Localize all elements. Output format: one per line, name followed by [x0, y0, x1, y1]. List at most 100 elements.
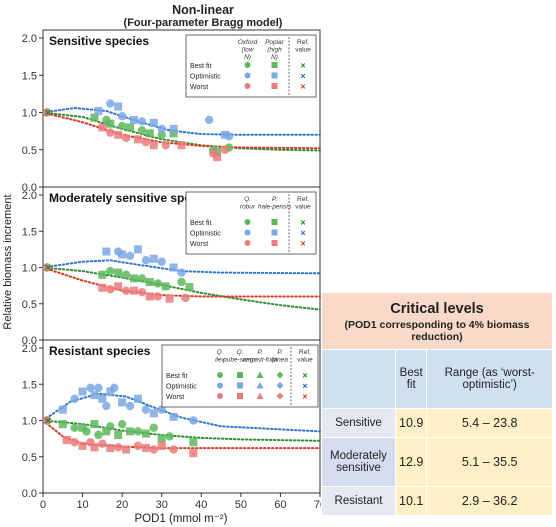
data-point — [110, 383, 119, 393]
range-sensitive: 5.4 – 23.8 — [426, 407, 553, 439]
legend-col-header: (high — [267, 47, 282, 54]
legend-col-header: angusti-folia — [242, 357, 277, 364]
best-fit-sensitive: 10.9 — [394, 407, 428, 439]
data-point — [157, 441, 166, 450]
data-point — [161, 141, 170, 150]
data-point — [177, 277, 186, 287]
best-fit-resistant: 10.1 — [394, 485, 428, 517]
figure-subtitle: (Four-parameter Bragg model) — [123, 17, 283, 29]
legend-marker — [276, 371, 284, 379]
data-point — [102, 401, 111, 411]
y-tick-label: 1.5 — [22, 379, 37, 391]
y-tick-label: 2.0 — [22, 190, 37, 202]
x-tick-label: 40 — [195, 499, 207, 511]
y-tick-label: 2.0 — [22, 343, 37, 355]
legend-col-header: N) — [244, 54, 251, 61]
legend-marker — [217, 382, 223, 389]
data-point — [102, 247, 111, 256]
data-point — [82, 427, 91, 436]
legend-marker — [276, 382, 284, 389]
legend-marker — [256, 392, 264, 399]
legend-ref-header: value — [295, 204, 311, 211]
panel-title: Moderately sensitive species — [49, 191, 215, 205]
legend-ref-marker: × — [300, 239, 305, 249]
data-point — [169, 445, 178, 454]
data-point — [125, 251, 135, 261]
data-point — [149, 445, 158, 454]
legend-ref-header: Ref. — [299, 349, 311, 356]
data-point — [94, 107, 103, 116]
legend-marker — [271, 62, 278, 68]
data-point — [117, 112, 127, 121]
legend-frame — [185, 34, 317, 98]
legend-marker — [244, 62, 251, 68]
data-point — [169, 124, 178, 133]
legend-marker — [244, 83, 251, 89]
legend-marker — [237, 372, 243, 378]
legend-col-header: hale-pensis — [258, 204, 292, 211]
data-point — [113, 443, 123, 452]
data-point — [157, 257, 166, 266]
data-point — [149, 409, 158, 418]
legend-ref-marker: × — [300, 82, 305, 92]
legend-marker — [244, 72, 251, 79]
data-point — [118, 398, 127, 407]
legend-ref-marker: × — [302, 392, 307, 402]
data-point — [90, 391, 99, 400]
best-fit-moderately-sensitive: 12.9 — [394, 437, 428, 487]
table-corner — [321, 349, 396, 409]
data-point — [130, 286, 139, 295]
legend-marker — [237, 393, 243, 399]
data-point — [70, 394, 79, 403]
legend: Q.ilexQ.pube-scensP.angusti-foliaP.pinea… — [161, 344, 319, 408]
data-point — [133, 135, 142, 144]
legend-ref-marker: × — [300, 71, 305, 81]
legend-row-label: Optimistic — [166, 384, 197, 391]
data-point — [90, 420, 99, 429]
table-subtitle: (POD1 corresponding to 4% biomass reduct… — [344, 319, 530, 343]
data-point — [106, 266, 115, 276]
legend-col-header: pube-scens — [222, 357, 257, 364]
legend-ref-header: value — [297, 357, 313, 364]
legend-col-header: N) — [271, 54, 278, 61]
data-point — [121, 286, 131, 295]
data-point — [42, 263, 52, 272]
x-tick-label: 10 — [76, 499, 88, 511]
data-point — [42, 108, 52, 117]
legend-ref-marker: × — [300, 218, 305, 228]
legend-col-header: Q. — [217, 349, 224, 356]
table-title: Critical levels — [390, 301, 484, 317]
legend-row-label: Best fit — [190, 220, 211, 227]
data-point — [181, 293, 190, 303]
legend-ref-header: value — [295, 47, 311, 54]
legend-marker — [244, 219, 251, 225]
data-point — [141, 256, 151, 265]
legend-row-label: Best fit — [166, 373, 187, 380]
data-point — [133, 441, 143, 451]
chart-panel-2: 0.0 0.5 1.0 1.5 2.0 Moderately sensitive spec… — [22, 186, 321, 347]
data-point — [177, 268, 186, 277]
legend-col-header: P. — [277, 349, 282, 356]
data-point — [220, 145, 230, 154]
data-point — [117, 121, 127, 131]
data-point — [185, 283, 194, 292]
x-axis-label: POD1 (mmol m⁻²) — [135, 513, 228, 525]
data-point — [137, 117, 147, 126]
data-point — [141, 405, 151, 414]
legend-marker — [271, 229, 278, 236]
range-resistant: 2.9 – 36.2 — [426, 485, 553, 517]
legend-ref-marker: × — [300, 228, 305, 238]
data-point — [153, 279, 162, 288]
data-point — [157, 124, 166, 134]
data-point — [94, 383, 103, 393]
data-point — [121, 270, 131, 279]
data-point — [78, 387, 87, 396]
legend-row-label: Optimistic — [190, 74, 221, 81]
y-tick-label: 0.5 — [22, 145, 37, 157]
data-point — [58, 420, 67, 429]
series-curve-2 — [42, 111, 321, 150]
data-point — [157, 405, 166, 414]
legend-col-header: Oxford — [238, 39, 258, 46]
data-point — [169, 263, 178, 272]
